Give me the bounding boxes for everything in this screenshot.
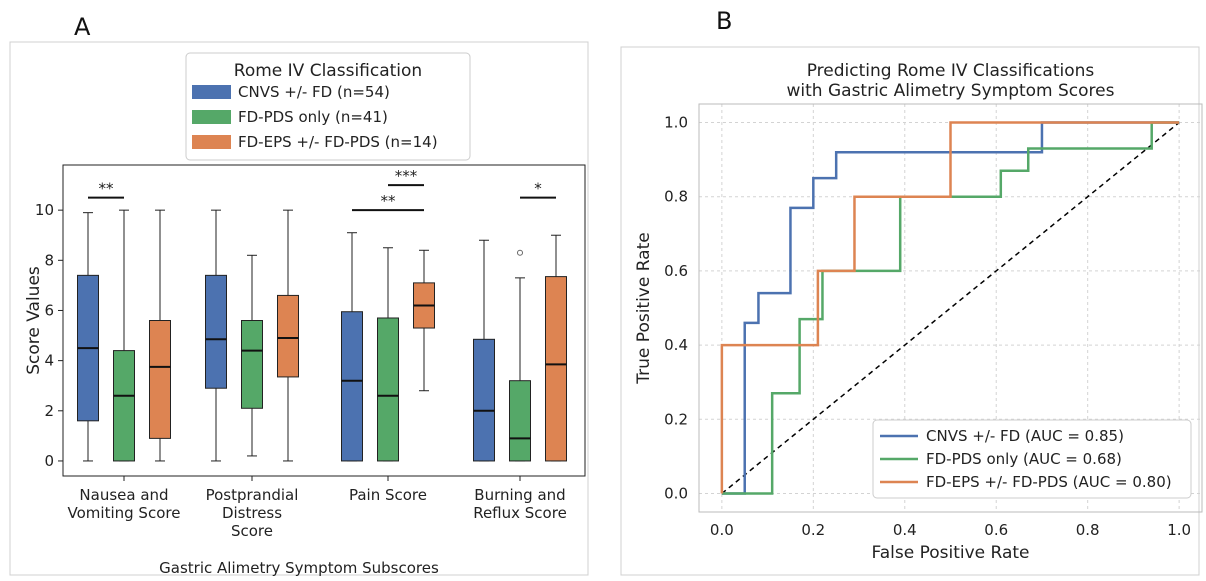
box-iqr xyxy=(205,274,227,389)
roc-curve-chart: 0.0 0.2 0.4 0.6 0.8 1.0 0.0 0.2 0.4 0.6 0.8 1.0 Fals… xyxy=(634,61,1203,563)
box-iqr xyxy=(277,294,299,378)
roc-x-tick-label: 0.8 xyxy=(1076,521,1100,539)
box-y-tick-label: 2 xyxy=(44,402,54,420)
panel-letter-a: A xyxy=(74,13,91,41)
box-legend-frame xyxy=(185,52,471,161)
significance-label: ** xyxy=(381,192,397,210)
roc-y-tick-label: 0.4 xyxy=(664,336,688,354)
roc-y-tick-label: 1.0 xyxy=(664,114,688,132)
roc-y-tick-label: 0.6 xyxy=(664,262,688,280)
box-legend-swatch xyxy=(192,110,231,124)
box-x-axis-label: Gastric Alimetry Symptom Subscores xyxy=(159,559,439,577)
box-y-tick-label: 10 xyxy=(35,201,54,219)
box-y-axis-label: Score Values xyxy=(24,266,44,375)
roc-y-tick-label: 0.0 xyxy=(664,484,688,502)
roc-x-tick-label: 1.0 xyxy=(1167,521,1191,539)
box-outlier-point xyxy=(517,249,523,256)
roc-series-line xyxy=(720,121,1180,494)
roc-x-tick-label: 0.2 xyxy=(801,521,825,539)
roc-axes-frame xyxy=(698,103,1203,513)
panel-letter-b: B xyxy=(716,7,732,35)
box-iqr xyxy=(113,350,135,462)
box-y-tick-label: 6 xyxy=(44,301,54,319)
roc-x-axis-label: False Positive Rate xyxy=(872,543,1030,563)
box-legend-swatch xyxy=(192,85,231,99)
roc-y-tick-label: 0.8 xyxy=(664,188,688,206)
box-x-tick-label: Pain Score xyxy=(349,486,427,504)
panel-b-frame xyxy=(620,46,1200,576)
box-legend-label: CNVS +/- FD (n=54) xyxy=(238,83,390,101)
box-legend-title: Rome IV Classification xyxy=(234,61,422,81)
roc-x-tick-label: 0.6 xyxy=(984,521,1008,539)
panel-a-frame xyxy=(9,41,589,576)
box-iqr xyxy=(377,317,399,462)
box-iqr xyxy=(149,320,171,439)
significance-label: ** xyxy=(99,180,115,198)
significance-label: * xyxy=(534,180,542,198)
roc-series-line xyxy=(721,121,1180,495)
roc-legend-label: FD-PDS only (AUC = 0.68) xyxy=(926,450,1122,468)
roc-legend: CNVS +/- FD (AUC = 0.85) FD-PDS only (AUC… xyxy=(872,419,1192,499)
roc-legend-frame xyxy=(872,419,1192,499)
box-x-tick-label: Postprandial Distress Score xyxy=(206,486,299,540)
box-axes-frame xyxy=(62,164,586,477)
roc-title-line: Predicting Rome IV Classifications xyxy=(807,61,1095,81)
roc-legend-label: CNVS +/- FD (AUC = 0.85) xyxy=(926,427,1124,445)
box-iqr xyxy=(545,276,567,462)
box-y-tick-label: 0 xyxy=(44,452,54,470)
box-legend: Rome IV Classification CNVS +/- FD (n=54)… xyxy=(185,52,471,161)
significance-label: *** xyxy=(395,167,418,185)
box-iqr xyxy=(473,338,495,462)
box-iqr xyxy=(341,311,363,462)
roc-legend-label: FD-EPS +/- FD-PDS (AUC = 0.80) xyxy=(926,473,1172,491)
roc-y-axis-label: True Positive Rate xyxy=(634,232,654,384)
box-plot-chart: 0 2 4 6 8 10 Score Values Nausea and Vomiting Sc… xyxy=(24,52,586,577)
box-legend-label: FD-EPS +/- FD-PDS (n=14) xyxy=(238,133,438,151)
roc-y-tick-label: 0.2 xyxy=(664,410,688,428)
box-y-tick-label: 4 xyxy=(44,352,54,370)
roc-x-tick-label: 0.0 xyxy=(710,521,734,539)
box-y-tick-label: 8 xyxy=(44,251,54,269)
roc-chance-line xyxy=(721,121,1180,495)
box-legend-label: FD-PDS only (n=41) xyxy=(238,108,388,126)
roc-series-line xyxy=(721,121,1180,495)
box-iqr xyxy=(241,320,263,409)
roc-title-line: with Gastric Alimetry Symptom Scores xyxy=(787,81,1115,101)
box-legend-swatch xyxy=(192,135,231,149)
box-iqr xyxy=(509,380,531,462)
box-x-tick-label: Burning and Reflux Score xyxy=(473,486,567,522)
box-x-tick-label: Nausea and Vomiting Score xyxy=(68,486,181,522)
roc-x-tick-label: 0.4 xyxy=(893,521,917,539)
